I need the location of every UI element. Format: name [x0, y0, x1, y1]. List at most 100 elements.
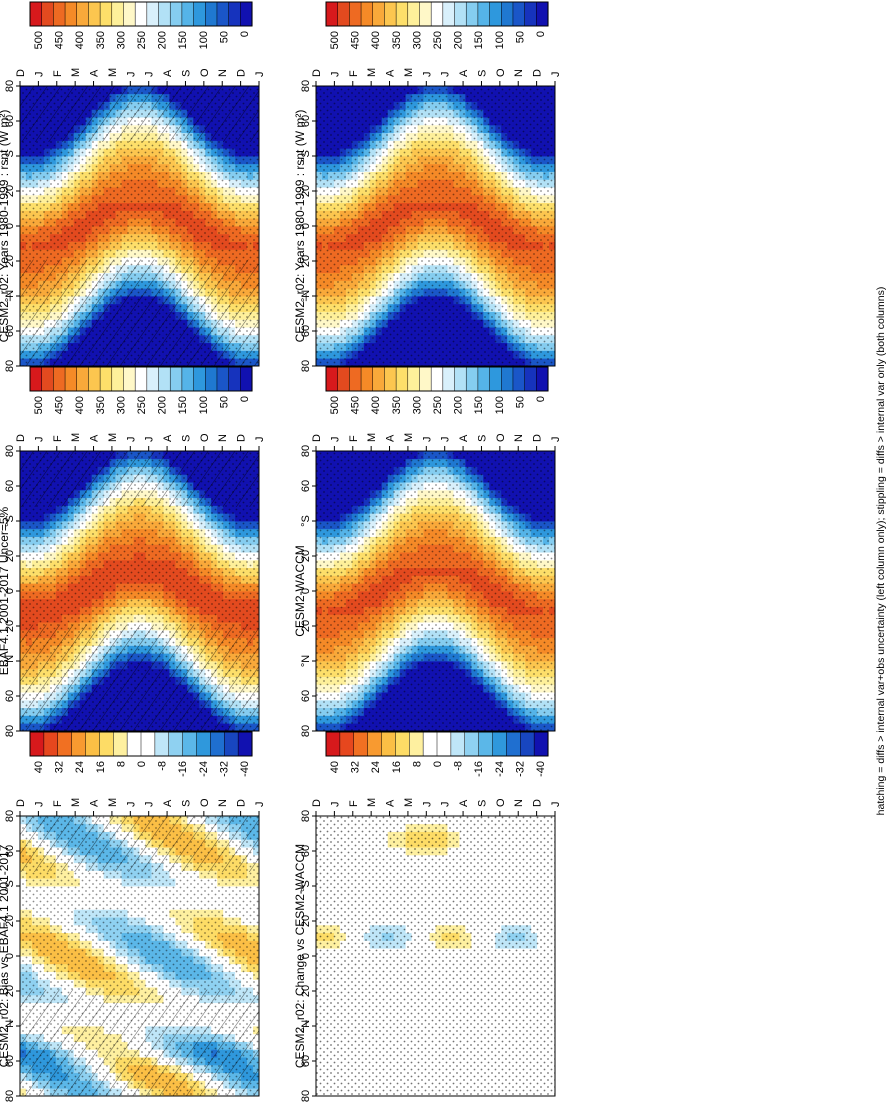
colorbar-swatch — [337, 1, 350, 27]
colorbar-label: 450 — [54, 31, 66, 49]
colorbar-swatch — [29, 366, 43, 392]
colorbar-swatch — [158, 1, 171, 27]
x-tick-label: M — [70, 433, 82, 442]
x-tick-label: F — [348, 70, 360, 77]
y-tick-label: °N — [4, 290, 16, 302]
x-tick-label: N — [217, 69, 229, 77]
x-tick-label: J — [33, 72, 45, 78]
colorbar-swatch — [216, 1, 230, 27]
colorbar-swatch — [123, 1, 136, 27]
colorbar-swatch — [53, 366, 66, 392]
x-tick-label: D — [15, 434, 27, 442]
colorbar-swatch — [465, 1, 479, 27]
colorbar-label: 250 — [136, 396, 148, 414]
y-tick-label: 20 — [4, 185, 16, 197]
colorbar-label: 250 — [432, 31, 444, 49]
colorbar-label: 450 — [350, 31, 362, 49]
x-tick-label: M — [107, 68, 119, 77]
x-tick-label: A — [458, 69, 470, 77]
x-tick-label: A — [385, 69, 397, 77]
colorbar-label: 400 — [74, 31, 86, 49]
panel-p2: D J F M A M J J A S O N D J8060°N20020°S6080CESM2_r02… — [293, 1, 562, 372]
colorbar-swatch — [193, 1, 206, 27]
y-tick-label: 80 — [4, 725, 16, 737]
colorbar-swatch — [216, 366, 230, 392]
colorbar-label: 400 — [370, 31, 382, 49]
colorbar-swatch — [64, 1, 78, 27]
colorbar-label: 300 — [411, 31, 423, 49]
colorbar-swatch — [88, 366, 101, 392]
colorbar-p1: 500 450 400 350 300 250 200 150 100 50 0 — [29, 1, 253, 49]
colorbar-swatch — [99, 366, 113, 392]
x-tick-label: J — [33, 437, 45, 443]
colorbar-frame — [29, 1, 253, 27]
x-tick-label: J — [125, 72, 137, 78]
x-tick-label: J — [550, 72, 562, 78]
y-tick-label: 20 — [300, 185, 312, 197]
colorbar-swatch — [134, 1, 148, 27]
colorbar-label: 150 — [177, 31, 189, 49]
colorbar-swatch — [169, 366, 183, 392]
y-tick-label: 0 — [4, 588, 16, 594]
colorbar-swatch — [146, 366, 160, 392]
x-tick-label: D — [236, 434, 248, 442]
colorbar-swatch — [205, 366, 218, 392]
colorbar-swatch — [41, 1, 54, 27]
colorbar-swatch — [419, 1, 432, 27]
colorbar-swatch — [169, 1, 183, 27]
y-tick-label: 20 — [4, 620, 16, 632]
y-tick-label: 20 — [4, 255, 16, 267]
hatching-overlay — [20, 451, 259, 507]
colorbar-swatch — [454, 1, 467, 27]
colorbar-label: 200 — [157, 396, 169, 414]
colorbar-swatch — [111, 366, 125, 392]
colorbar-label: 200 — [157, 31, 169, 49]
x-tick-label: O — [199, 68, 211, 77]
x-tick-label: J — [144, 72, 156, 78]
colorbar-swatch — [372, 1, 385, 27]
panel-title: CESM2_r02: Years 1980-1999 : rsnt (W m²) — [293, 110, 307, 343]
y-tick-label: 60 — [4, 480, 16, 492]
colorbar-frame — [325, 1, 549, 27]
colorbar-swatch — [407, 1, 421, 27]
colorbar-swatch — [134, 366, 148, 392]
panel-title: CESM2_r02: Years 1980-1999 : rsnt (W m²) — [0, 110, 11, 343]
x-tick-label: D — [532, 69, 544, 77]
colorbar-swatch — [158, 366, 171, 392]
colorbar-swatch — [536, 1, 549, 27]
colorbar-label: 150 — [177, 396, 189, 414]
y-tick-label: 80 — [4, 360, 16, 372]
colorbar-label: 0 — [535, 31, 547, 37]
colorbar-swatch — [442, 1, 456, 27]
hatching-overlay — [20, 259, 259, 366]
colorbar-swatch — [29, 1, 43, 27]
colorbar-label: 300 — [115, 31, 127, 49]
colorbar-label: 250 — [136, 31, 148, 49]
x-tick-label: J — [254, 437, 266, 443]
colorbar-swatch — [240, 366, 253, 392]
x-tick-label: D — [236, 69, 248, 77]
colorbar-swatch — [146, 1, 160, 27]
y-tick-label: 0 — [4, 223, 16, 229]
x-tick-label: J — [329, 72, 341, 78]
y-tick-label: °S — [4, 515, 16, 527]
x-tick-label: A — [162, 69, 174, 77]
colorbar-label: 0 — [239, 396, 251, 402]
colorbar-label: 50 — [514, 31, 526, 43]
colorbar-label: 450 — [54, 396, 66, 414]
x-tick-label: O — [495, 68, 507, 77]
colorbar-swatch — [76, 366, 89, 392]
y-tick-label: °N — [300, 290, 312, 302]
colorbar-swatch — [240, 1, 253, 27]
y-tick-label: 0 — [300, 223, 312, 229]
colorbar-label: 50 — [218, 396, 230, 408]
colorbar-swatch — [430, 1, 444, 27]
colorbar-swatch — [501, 1, 514, 27]
colorbar-swatch — [395, 1, 409, 27]
y-tick-label: 20 — [300, 255, 312, 267]
colorbar-swatch — [384, 1, 397, 27]
colorbar-swatch — [181, 1, 195, 27]
y-tick-label: °S — [300, 150, 312, 162]
